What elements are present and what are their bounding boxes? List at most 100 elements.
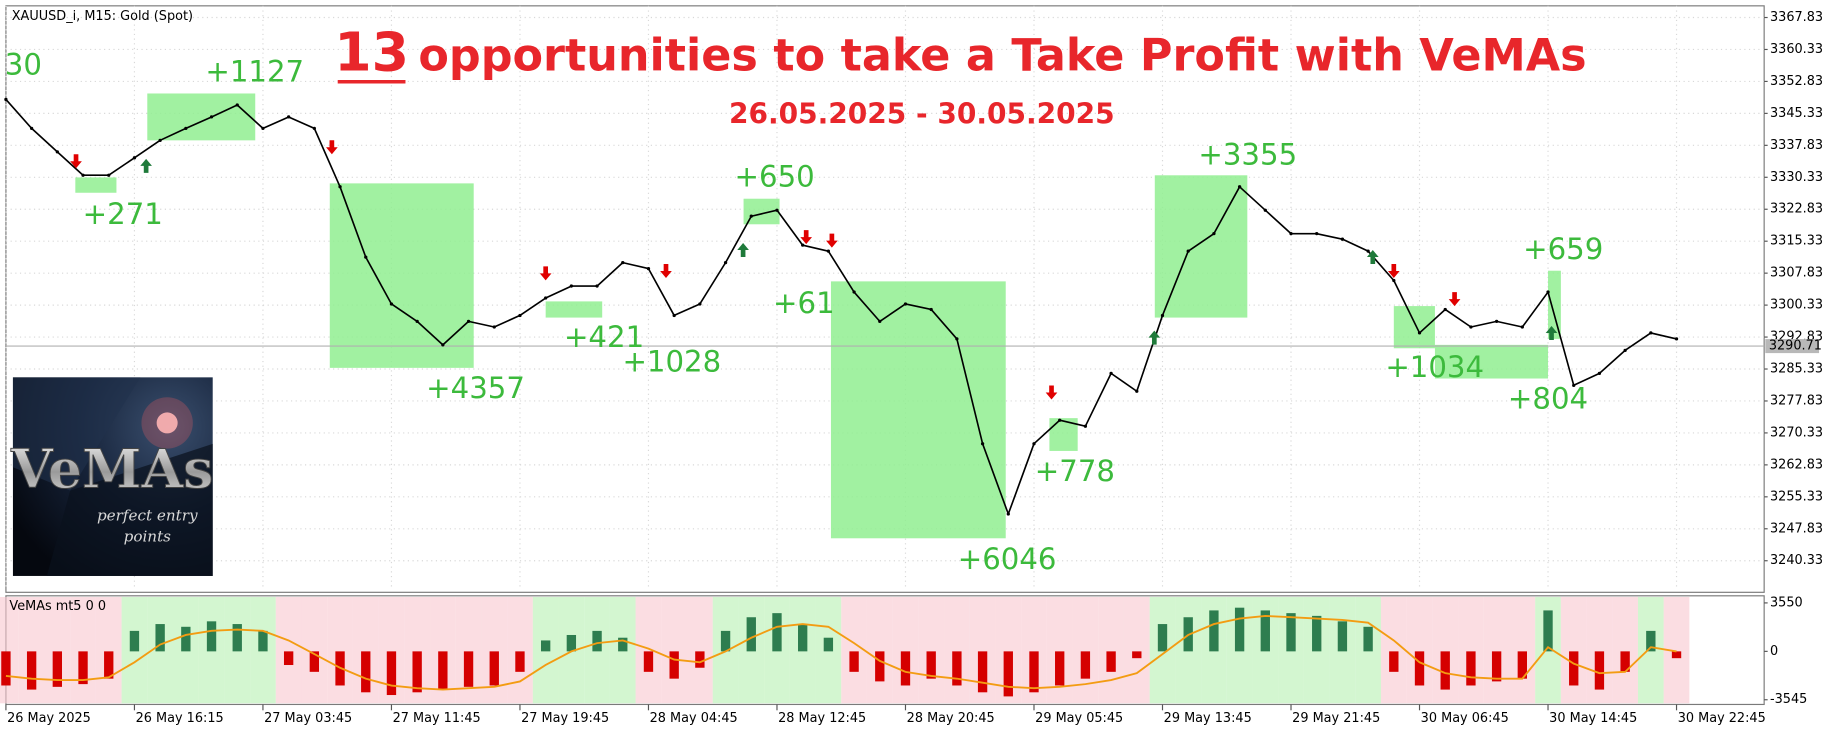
take-profit-label: +1127 xyxy=(205,55,304,89)
signal-zone xyxy=(275,596,302,704)
y-tick-label: 3367.83 xyxy=(1770,10,1823,25)
sell-signal-arrow xyxy=(539,266,552,281)
histogram-bar xyxy=(618,637,628,652)
price-point xyxy=(749,214,753,218)
price-point xyxy=(1366,249,1370,253)
sell-signal-arrow xyxy=(826,233,838,248)
price-point xyxy=(287,115,291,119)
histogram-bar xyxy=(463,651,474,687)
x-tick-label: 26 May 2025 xyxy=(7,711,91,726)
price-point xyxy=(4,97,8,102)
take-profit-label: +4357 xyxy=(426,371,525,405)
price-point xyxy=(415,319,419,324)
histogram-bar xyxy=(1029,651,1039,693)
histogram-bar xyxy=(720,630,731,652)
price-point xyxy=(55,150,59,154)
histogram-bar xyxy=(386,651,397,696)
x-tick-label: 30 May 06:45 xyxy=(1421,711,1509,726)
price-point xyxy=(544,296,548,300)
x-tick-label: 26 May 16:15 xyxy=(136,711,224,726)
price-point xyxy=(903,302,908,306)
price-point xyxy=(1392,278,1396,283)
price-point xyxy=(235,103,239,107)
histogram-bar xyxy=(1003,651,1013,697)
take-profit-box xyxy=(147,93,256,141)
logo-tagline: perfect entry xyxy=(97,506,198,524)
sell-signal-arrow xyxy=(326,140,338,155)
histogram-bar xyxy=(26,651,37,690)
histogram-bar xyxy=(823,637,834,652)
y-tick-label: 3337.83 xyxy=(1770,138,1823,153)
x-tick-label: 28 May 20:45 xyxy=(907,711,995,726)
histogram-bar xyxy=(1106,651,1116,672)
symbol-label: XAUUSD_i, M15: Gold (Spot) xyxy=(12,9,193,24)
histogram-bar xyxy=(438,651,448,690)
price-point xyxy=(261,126,265,131)
take-profit-box xyxy=(75,177,117,193)
histogram-bar xyxy=(155,624,165,652)
price-point xyxy=(621,260,625,265)
histogram-bar xyxy=(1440,651,1450,690)
price-point xyxy=(1212,232,1216,236)
histogram-bar xyxy=(1337,621,1348,652)
price-point xyxy=(646,266,651,271)
y-tick-label: 3300.33 xyxy=(1770,298,1823,313)
chart-title: opportunities to take a Take Profit with… xyxy=(418,30,1586,81)
x-tick-label: 30 May 22:45 xyxy=(1678,711,1766,726)
signal-zone xyxy=(1123,596,1150,704)
histogram-bar xyxy=(78,651,88,685)
x-tick-label: 29 May 05:45 xyxy=(1035,711,1123,726)
sell-signal-arrow xyxy=(70,154,82,169)
take-profit-label: +271 xyxy=(83,197,163,231)
x-tick-label: 29 May 21:45 xyxy=(1292,711,1380,726)
signal-zone xyxy=(892,596,919,704)
logo: VeMAs perfect entry points xyxy=(10,377,214,576)
histogram-bar xyxy=(258,630,268,652)
sell-signal-arrow xyxy=(1387,264,1400,279)
histogram-bar xyxy=(361,651,371,693)
price-point xyxy=(826,249,831,253)
histogram-bar xyxy=(746,617,756,652)
price-point xyxy=(1623,348,1627,353)
signal-zone xyxy=(1509,596,1536,704)
take-profit-label: 30 xyxy=(5,48,42,82)
histogram-bar xyxy=(669,651,679,679)
under-layer xyxy=(0,5,1765,704)
buy-signal-arrow xyxy=(1148,330,1161,345)
take-profit-box xyxy=(545,301,603,318)
price-point xyxy=(132,156,137,160)
histogram-bar xyxy=(1132,651,1142,659)
current-price-tag xyxy=(1765,339,1820,354)
y-tick-label: 3285.33 xyxy=(1770,362,1823,377)
signal-zone xyxy=(1560,596,1587,704)
signal-zone xyxy=(70,596,96,704)
price-point xyxy=(980,442,985,446)
signal-zone xyxy=(1098,596,1124,704)
y-tick-label: 3345.33 xyxy=(1770,106,1823,121)
take-profit-label: +61 xyxy=(773,286,835,320)
price-point xyxy=(775,208,779,212)
histogram-bar xyxy=(1312,615,1322,652)
histogram-bar xyxy=(1260,610,1270,652)
histogram-bar xyxy=(129,630,140,652)
price-point xyxy=(1032,442,1036,446)
price-point xyxy=(852,290,856,294)
price-point xyxy=(723,260,728,265)
signal-zone xyxy=(1612,596,1638,704)
signal-zone xyxy=(661,596,688,704)
histogram-bar xyxy=(1055,651,1065,686)
take-profit-label: +6046 xyxy=(958,542,1057,576)
price-point xyxy=(1649,331,1653,335)
take-profit-label: +3355 xyxy=(1198,138,1297,172)
histogram-bar xyxy=(1286,613,1296,652)
oscillator-title: VeMAs mt5 0 0 xyxy=(9,599,106,614)
title-number: 13 xyxy=(334,21,409,84)
histogram-bar xyxy=(977,651,988,693)
histogram-bar xyxy=(1363,626,1373,652)
histogram-bar xyxy=(1569,651,1579,686)
price-point xyxy=(1058,418,1062,422)
price-point xyxy=(1546,290,1550,294)
price-point xyxy=(1443,307,1447,312)
price-point xyxy=(441,343,445,347)
